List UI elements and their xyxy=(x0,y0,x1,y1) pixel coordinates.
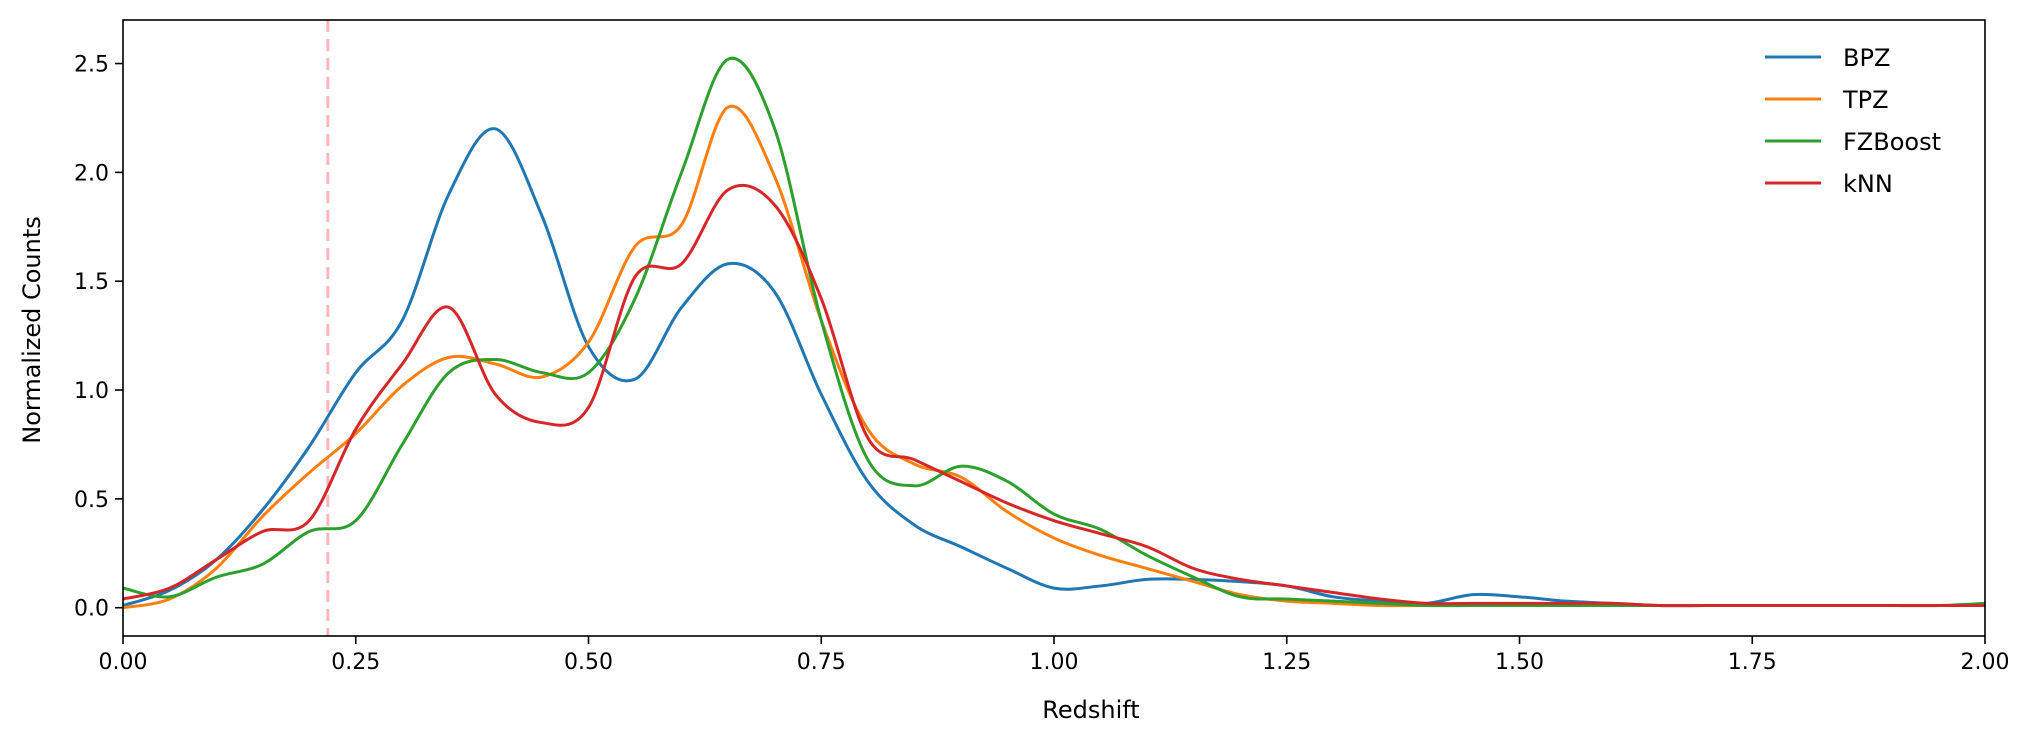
y-axis-label: Normalized Counts xyxy=(18,216,46,444)
x-tick-label: 0.75 xyxy=(797,650,846,675)
y-tick-label: 0.0 xyxy=(74,597,109,622)
x-tick-label: 1.25 xyxy=(1262,650,1311,675)
x-tick-label: 0.25 xyxy=(331,650,380,675)
y-tick-label: 2.5 xyxy=(74,53,109,78)
axes: 0.00 0.25 0.50 0.75 1.00 1.25 1.50 1.75 2.00 0.0 0… xyxy=(74,19,2010,675)
x-tick-label: 0.50 xyxy=(564,650,613,675)
plot-area xyxy=(123,20,1985,636)
series-line-tpz xyxy=(123,104,1985,610)
legend-label-tpz: TPZ xyxy=(1842,86,1889,114)
x-tick-label: 1.00 xyxy=(1030,650,1079,675)
x-axis-label: Redshift xyxy=(1042,696,1139,724)
x-tick-label: 2.00 xyxy=(1961,650,2010,675)
legend: BPZ TPZ FZBoost kNN xyxy=(1765,44,1941,198)
y-tick-label: 1.0 xyxy=(74,379,109,404)
x-tick-label: 1.50 xyxy=(1495,650,1544,675)
series-line-knn xyxy=(123,183,1985,608)
x-tick-label: 0.00 xyxy=(99,650,148,675)
y-tick-label: 1.5 xyxy=(74,270,109,295)
y-tick-label: 2.0 xyxy=(74,161,109,186)
legend-label-fzboost: FZBoost xyxy=(1843,128,1941,156)
legend-label-bpz: BPZ xyxy=(1843,44,1890,72)
legend-label-knn: kNN xyxy=(1843,170,1893,198)
x-tick-label: 1.75 xyxy=(1728,650,1777,675)
y-tick-label: 0.5 xyxy=(74,488,109,513)
series-group xyxy=(123,20,1985,636)
series-line-bpz xyxy=(123,127,1985,608)
plot-frame xyxy=(122,19,1986,637)
series-line-fzboost xyxy=(123,56,1985,608)
